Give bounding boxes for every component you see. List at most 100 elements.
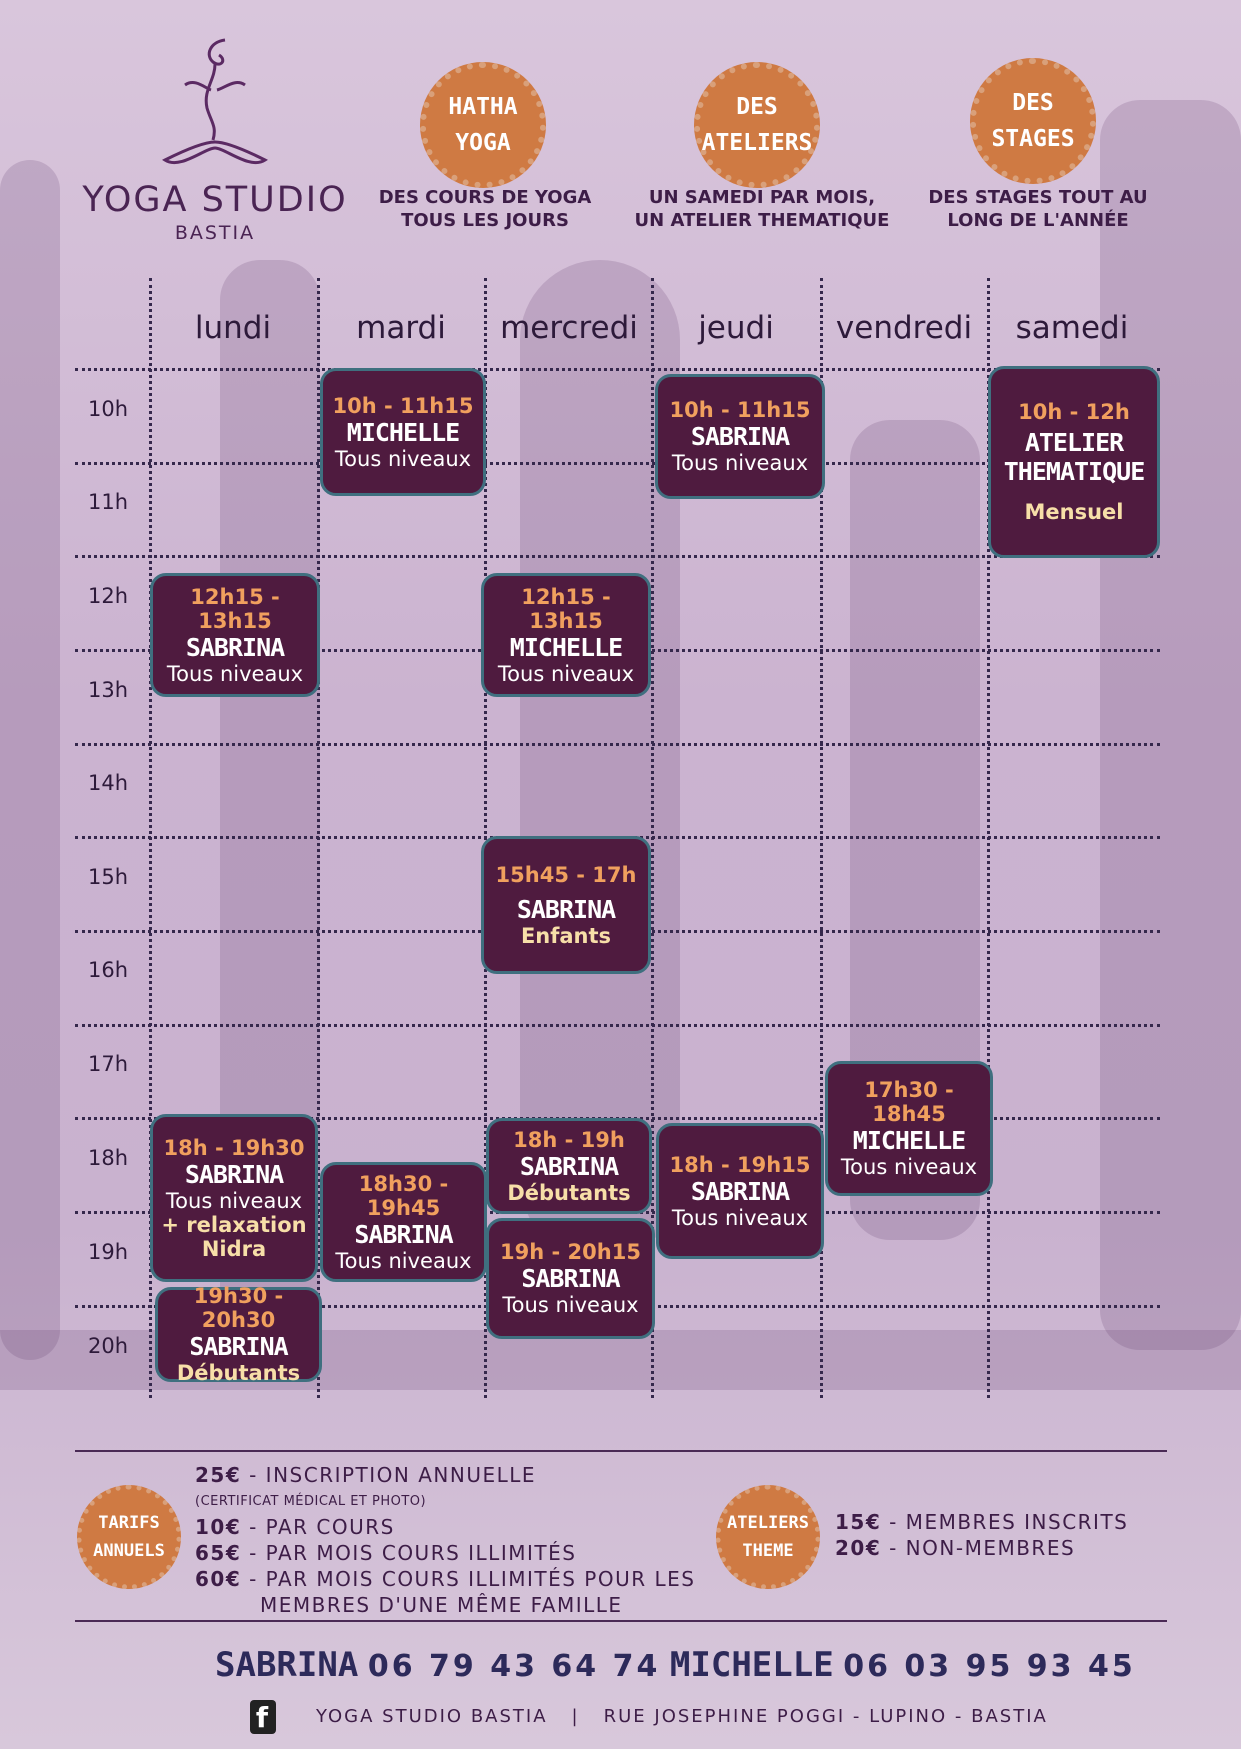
stages-badge: DES STAGES [970, 58, 1096, 184]
tarif-row: 25€ - INSCRIPTION ANNUELLE [195, 1463, 537, 1487]
studio-city: BASTIA [174, 222, 256, 244]
class-teacher: SABRINA [516, 894, 616, 924]
background-figure [0, 160, 60, 1360]
class-teacher: SABRINA [519, 1151, 619, 1181]
day-header-jeudi: jeudi [698, 310, 774, 346]
class-teacher: SABRINA [185, 632, 285, 662]
class-card-friday-17h30[interactable]: 17h30 - 18h45 MICHELLE Tous niveaux [825, 1061, 993, 1196]
tarif-row: 10€ - PAR COURS [195, 1515, 395, 1539]
class-card-wednesday-19h[interactable]: 19h - 20h15 SABRINA Tous niveaux [486, 1218, 655, 1339]
studio-logo: YOGA STUDIO BASTIA [70, 30, 360, 250]
tarifs-annuels-badge: TARIFS ANNUELS [77, 1485, 181, 1589]
class-card-tuesday-10h[interactable]: 10h - 11h15 MICHELLE Tous niveaux [320, 368, 486, 496]
day-header-mardi: mardi [356, 310, 446, 346]
contact-line: SABRINA 06 79 43 64 74 MICHELLE 06 03 95… [215, 1645, 1136, 1685]
phone-michelle[interactable]: 06 03 95 93 45 [843, 1649, 1136, 1684]
tarif-row-continuation: MEMBRES D'UNE MÊME FAMILLE [260, 1593, 623, 1617]
hour-label: 11h [88, 490, 129, 514]
class-time: 15h45 - 17h [495, 862, 637, 887]
class-level: Enfants [520, 923, 612, 948]
class-card-monday-12h15[interactable]: 12h15 - 13h15 SABRINA Tous niveaux [150, 573, 320, 697]
class-extra: Nidra [201, 1236, 267, 1261]
class-level: Tous niveaux [840, 1155, 978, 1179]
ateliers-badge: DES ATELIERS [694, 62, 820, 188]
class-teacher: SABRINA [189, 1332, 288, 1361]
section-divider [75, 1620, 1167, 1622]
section-divider [75, 1450, 1167, 1452]
class-time: 10h - 12h [1018, 400, 1130, 424]
day-header-lundi: lundi [194, 310, 272, 346]
class-teacher: SABRINA [690, 422, 790, 451]
class-card-tuesday-18h30[interactable]: 18h30 - 19h45 SABRINA Tous niveaux [320, 1162, 487, 1282]
class-level: Tous niveaux [334, 446, 472, 471]
hour-label: 15h [88, 865, 129, 889]
hour-label: 18h [88, 1146, 129, 1170]
class-time: 18h - 19h30 [163, 1135, 305, 1160]
grid-line [75, 555, 1160, 558]
hour-label: 10h [88, 397, 129, 421]
hour-label: 19h [88, 1240, 129, 1264]
class-time: 17h30 - 18h45 [864, 1078, 954, 1126]
class-level: Débutants [176, 1361, 301, 1385]
class-time: 12h15 - 13h15 [521, 584, 611, 633]
class-card-wednesday-18h[interactable]: 18h - 19h SABRINA Débutants [486, 1118, 652, 1214]
class-level: Mensuel [1024, 500, 1124, 524]
class-card-thursday-10h[interactable]: 10h - 11h15 SABRINA Tous niveaux [655, 374, 825, 499]
class-teacher: MICHELLE [346, 417, 460, 447]
hour-label: 16h [88, 958, 129, 982]
class-teacher: MICHELLE [509, 632, 623, 662]
footer-studio-name: YOGA STUDIO BASTIA [316, 1706, 548, 1727]
class-time: 18h - 19h [513, 1127, 625, 1152]
class-time: 12h15 - 13h15 [190, 584, 280, 633]
tarif-note: (CERTIFICAT MÉDICAL ET PHOTO) [195, 1494, 427, 1509]
class-card-monday-18h[interactable]: 18h - 19h30 SABRINA Tous niveaux + relax… [150, 1114, 318, 1282]
atelier-price-row: 20€ - NON-MEMBRES [835, 1536, 1076, 1560]
class-title-line2: THEMATIQUE [1003, 457, 1146, 486]
class-card-thursday-18h[interactable]: 18h - 19h15 SABRINA Tous niveaux [656, 1123, 824, 1259]
class-time: 10h - 11h15 [669, 398, 811, 422]
class-time: 19h - 20h15 [500, 1240, 641, 1264]
grid-line [75, 368, 1160, 371]
background-figure [1100, 100, 1241, 1350]
phone-sabrina[interactable]: 06 79 43 64 74 [367, 1649, 661, 1684]
class-time: 18h - 19h15 [669, 1152, 811, 1177]
hour-label: 13h [88, 678, 129, 702]
class-level: Tous niveaux [497, 661, 635, 686]
class-teacher: SABRINA [184, 1159, 284, 1189]
hatha-yoga-caption: DES COURS DE YOGA TOUS LES JOURS [378, 187, 592, 231]
class-level: Tous niveaux [166, 661, 304, 686]
footer-address: RUE JOSEPHINE POGGI - LUPINO - BASTIA [603, 1706, 1048, 1727]
hatha-yoga-badge: HATHA YOGA [420, 62, 546, 188]
class-card-monday-19h30[interactable]: 19h30 - 20h30 SABRINA Débutants [155, 1284, 322, 1385]
class-level: Tous niveaux [502, 1293, 639, 1317]
class-extra: + relaxation [161, 1212, 307, 1237]
class-card-wednesday-15h45[interactable]: 15h45 - 17h SABRINA Enfants [481, 836, 651, 974]
class-level: Débutants [507, 1180, 631, 1205]
facebook-icon[interactable]: f [250, 1700, 276, 1734]
grid-line [75, 462, 1160, 465]
class-level: Tous niveaux [671, 451, 809, 475]
footer: f YOGA STUDIO BASTIA | RUE JOSEPHINE POGGI … [250, 1700, 1048, 1734]
hour-label: 14h [88, 771, 129, 795]
class-time: 19h30 - 20h30 [193, 1284, 284, 1332]
studio-name: YOGA STUDIO [82, 180, 348, 220]
class-card-saturday-10h[interactable]: 10h - 12h ATELIER THEMATIQUE Mensuel [988, 366, 1160, 558]
tarif-row: 65€ - PAR MOIS COURS ILLIMITÉS [195, 1541, 577, 1565]
class-card-wednesday-12h15[interactable]: 12h15 - 13h15 MICHELLE Tous niveaux [481, 573, 651, 697]
hour-label: 17h [88, 1052, 129, 1076]
hour-label: 12h [88, 584, 129, 608]
day-header-vendredi: vendredi [835, 310, 973, 346]
day-header-samedi: samedi [1015, 310, 1129, 346]
class-teacher: SABRINA [521, 1264, 620, 1293]
tarif-row: 60€ - PAR MOIS COURS ILLIMITÉS POUR LES [195, 1567, 696, 1591]
grid-line [75, 743, 1160, 746]
class-title-line1: ATELIER [1024, 428, 1124, 457]
day-header-mercredi: mercredi [500, 310, 638, 346]
grid-line [75, 1024, 1160, 1027]
atelier-price-row: 15€ - MEMBRES INSCRITS [835, 1510, 1129, 1534]
ateliers-theme-badge: ATELIERS THEME [716, 1485, 820, 1589]
meditation-figure-icon [162, 38, 268, 164]
class-time: 10h - 11h15 [332, 393, 474, 418]
class-time: 18h30 - 19h45 [358, 1171, 449, 1220]
teacher-name-sabrina: SABRINA [215, 1645, 359, 1685]
